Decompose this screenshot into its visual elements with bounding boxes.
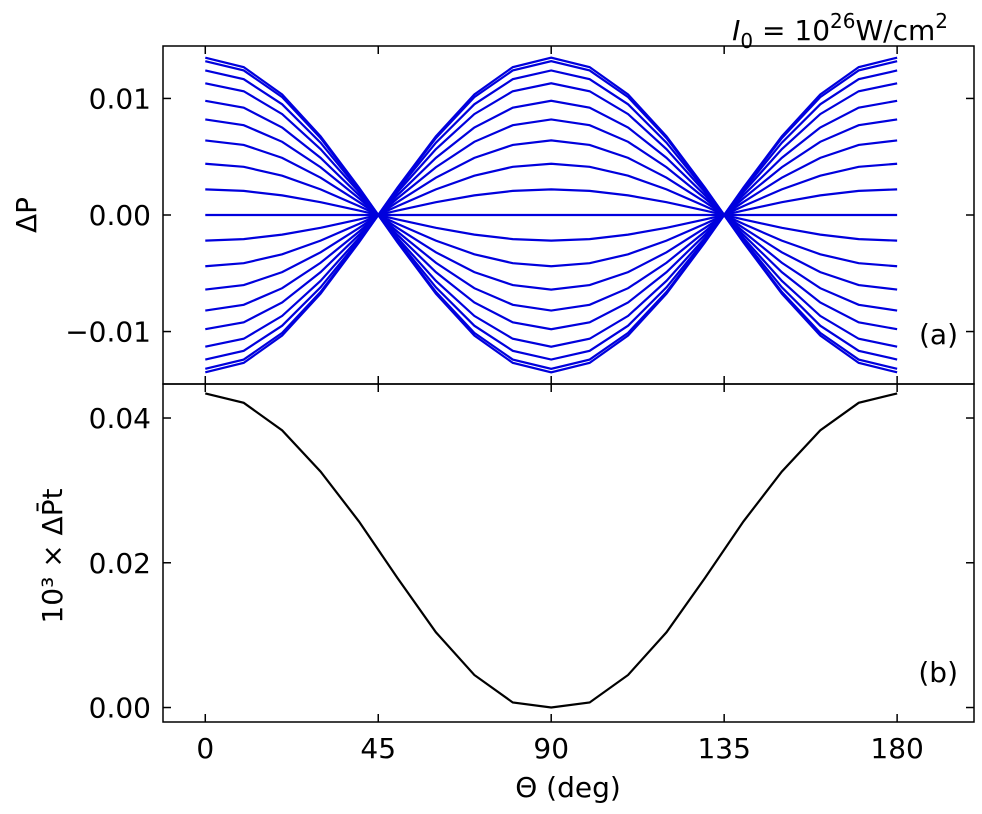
x-tick-label: 45	[360, 732, 396, 765]
series-line-8	[205, 188, 898, 242]
series-line-14	[205, 99, 898, 331]
panel-b: 0 45 90 135 180 0.00 0.02 0.04 (b) 10³ × ΔP̄t Θ…	[35, 383, 975, 804]
panel-a-ticks: −0.01 0.00 0.01	[65, 46, 974, 384]
chart-title: I0 = 1026W/cm2	[732, 9, 948, 53]
series-line-0	[205, 56, 898, 374]
y-tick-label: 0.00	[89, 199, 151, 232]
panel-a: −0.01 0.00 0.01 (a) ΔP	[10, 45, 975, 385]
panel-a-y-axis-label: ΔP	[10, 197, 43, 233]
y-tick-label: 0.00	[89, 692, 151, 725]
series-line-12	[205, 139, 898, 291]
series-line-16	[205, 69, 898, 361]
series-line-7	[205, 162, 898, 268]
series-line-5	[205, 118, 898, 312]
series-line-11	[205, 162, 898, 268]
series-line-13	[205, 118, 898, 312]
series-line-4	[205, 99, 898, 331]
panel-a-lines	[205, 56, 898, 374]
series-line-15	[205, 82, 898, 348]
x-tick-label: 135	[697, 732, 750, 765]
series-line-10	[205, 188, 898, 242]
series-line-2	[205, 69, 898, 361]
y-tick-label: 0.02	[89, 547, 151, 580]
y-tick-label: 0.04	[89, 402, 151, 435]
series-line-6	[205, 139, 898, 291]
panel-b-label: (b)	[918, 656, 958, 689]
panel-b-lines	[205, 392, 898, 709]
x-tick-label: 180	[870, 732, 923, 765]
panel-a-label: (a)	[919, 318, 958, 351]
panel-b-ticks: 0 45 90 135 180 0.00 0.02 0.04	[89, 384, 974, 765]
y-tick-label: 0.01	[89, 82, 151, 115]
x-tick-label: 90	[533, 732, 569, 765]
series-line-18	[205, 56, 898, 374]
mean-series-line	[205, 392, 898, 709]
panel-b-y-axis-label: 10³ × ΔP̄t	[35, 488, 69, 623]
x-tick-label: 0	[196, 732, 214, 765]
x-axis-label: Θ (deg)	[515, 771, 621, 804]
y-tick-label: −0.01	[65, 316, 151, 349]
panel-b-frame	[162, 383, 975, 723]
series-line-3	[205, 82, 898, 348]
series-line-1	[205, 60, 898, 370]
